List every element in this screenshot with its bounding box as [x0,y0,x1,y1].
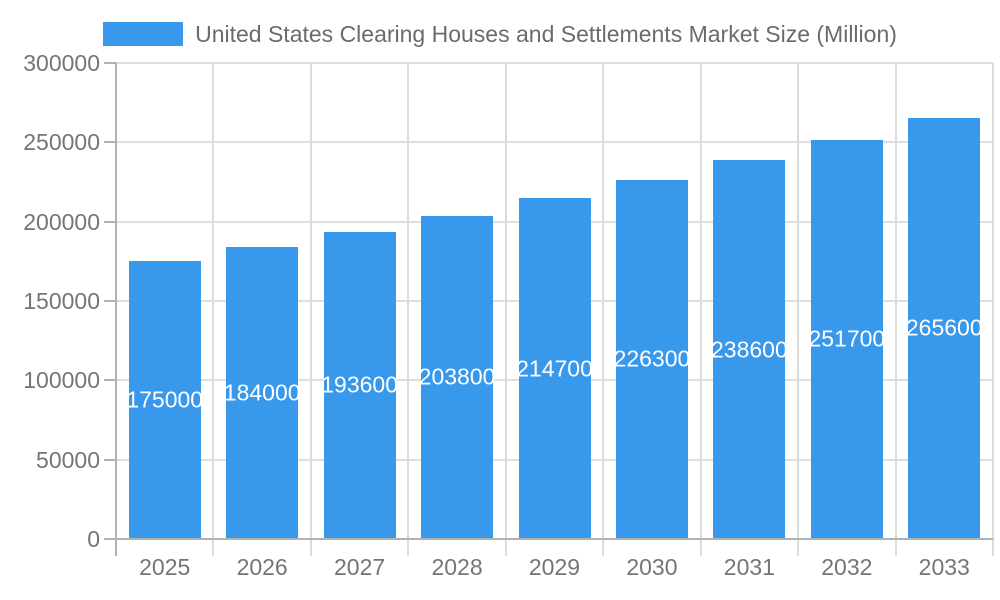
bar-value-label: 238600 [711,336,788,363]
y-axis-label: 0 [87,526,100,552]
y-axis-tick [104,62,116,64]
bar: 203800 [418,215,496,539]
bar-value-label: 175000 [126,386,204,413]
y-gridline [116,141,993,144]
legend-label: United States Clearing Houses and Settle… [195,20,897,47]
x-gridline [797,63,800,556]
y-axis-tick [104,220,116,223]
y-axis-label: 250000 [23,129,100,156]
x-gridline [894,63,897,556]
x-gridline [602,63,605,556]
x-axis-label: 2031 [723,554,775,580]
bar: 193600 [321,231,398,539]
legend: United States Clearing Houses and Settle… [0,20,1000,48]
bar-value-label: 226300 [613,345,691,372]
bar-value-label: 251700 [808,325,886,352]
y-axis-tick [104,379,116,382]
y-axis-tick [104,538,116,540]
y-axis-label: 300000 [23,50,100,76]
x-axis-label: 2028 [431,554,483,580]
x-axis-label: 2025 [139,554,191,580]
y-axis-label: 200000 [23,208,100,235]
x-axis-label: 2027 [334,554,386,580]
x-axis-label: 2029 [528,554,581,580]
y-axis-tick [104,141,116,144]
x-axis-label: 2033 [918,554,970,580]
x-gridline [699,63,702,556]
y-axis-tick [104,458,116,461]
x-gridline [309,63,312,556]
bar-value-label: 214700 [516,355,593,382]
x-gridline [212,63,215,556]
bar: 214700 [516,198,593,539]
x-axis-line [115,538,993,540]
bar: 238600 [711,160,788,539]
y-gridline [116,62,993,64]
bar: 184000 [223,247,301,539]
y-axis-label: 50000 [36,446,100,473]
bar: 175000 [126,261,204,539]
bar-value-label: 203800 [418,363,496,390]
x-axis-label: 2030 [626,554,678,580]
x-axis-label: 2026 [236,554,288,580]
y-axis-tick [104,300,116,302]
y-axis-label: 150000 [23,288,100,314]
y-axis-label: 100000 [23,367,100,394]
bar-value-label: 193600 [321,371,398,398]
plot-area: 175000 184000 193600 203800 214700 226300 2386… [116,62,994,556]
x-gridline [992,63,994,556]
bar-value-label: 265600 [905,314,983,341]
bar-value-label: 184000 [223,379,301,406]
x-gridline [407,63,410,556]
bar: 226300 [613,179,691,539]
y-axis-line [115,63,117,556]
x-gridline [504,63,507,556]
bar: 265600 [905,117,983,539]
legend-swatch [103,22,184,46]
bar: 251700 [808,139,886,539]
x-axis-label: 2032 [821,554,873,580]
